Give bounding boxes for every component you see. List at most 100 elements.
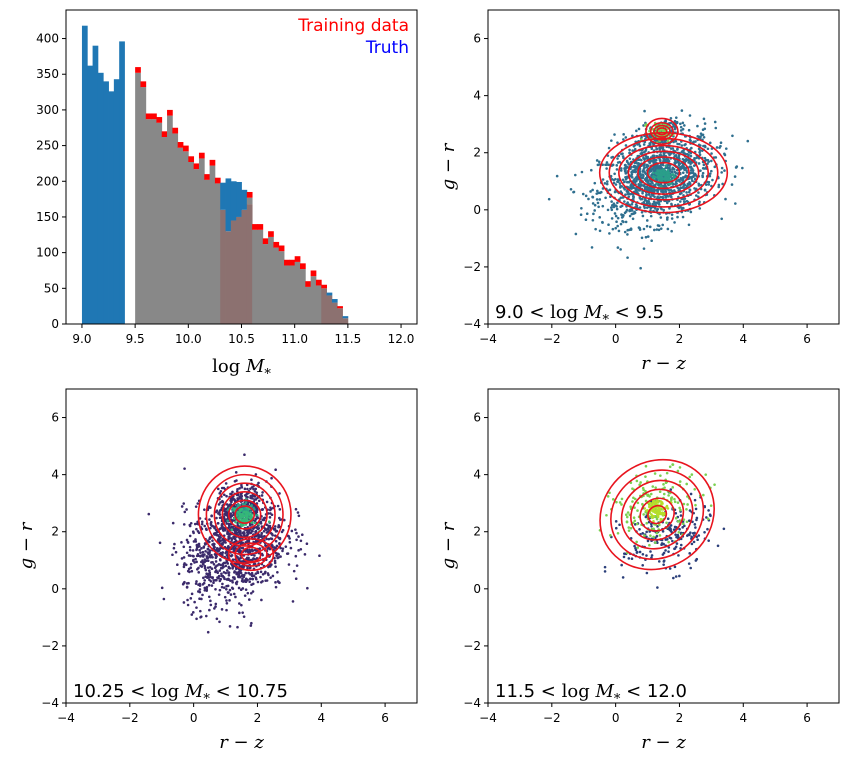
scatter-point-dense bbox=[245, 511, 248, 514]
scatter-point bbox=[706, 517, 710, 521]
scatter-point bbox=[243, 453, 246, 457]
scatter-point bbox=[708, 172, 712, 175]
scatter-point bbox=[674, 154, 677, 158]
bar-training-excess bbox=[273, 241, 280, 248]
bar-training bbox=[305, 286, 312, 324]
scatter-point-dense bbox=[255, 513, 259, 517]
scatter-point bbox=[707, 183, 711, 186]
scatter-point bbox=[147, 512, 151, 516]
scatter-point bbox=[610, 206, 613, 209]
scatter-point bbox=[628, 151, 631, 155]
bar-training bbox=[204, 179, 210, 324]
scatter-point bbox=[697, 202, 701, 206]
scatter-point bbox=[676, 142, 679, 146]
scatter-point bbox=[225, 503, 229, 506]
scatter-point bbox=[694, 503, 697, 507]
scatter-point bbox=[203, 524, 206, 528]
scatter-point bbox=[203, 553, 206, 556]
scatter-point bbox=[248, 577, 252, 581]
bar-training-excess bbox=[321, 284, 327, 289]
scatter-point bbox=[231, 558, 235, 562]
scatter-point-dense bbox=[652, 499, 655, 503]
scatter-point bbox=[694, 507, 698, 511]
scatter-point bbox=[685, 157, 688, 161]
scatter-point bbox=[611, 227, 615, 231]
scatter-point bbox=[647, 193, 651, 196]
scatter-point bbox=[656, 201, 660, 205]
scatter-point bbox=[206, 559, 210, 563]
scatter-point bbox=[238, 611, 241, 615]
scatter-point bbox=[694, 559, 698, 562]
scatter-point-dense bbox=[659, 171, 663, 174]
scatter-point bbox=[621, 155, 625, 158]
scatter-point bbox=[603, 565, 607, 569]
scatter-point bbox=[626, 192, 630, 196]
scatter-point bbox=[683, 200, 687, 203]
scatter-point bbox=[226, 591, 230, 594]
scatter-point bbox=[601, 163, 604, 167]
scatter-point bbox=[200, 560, 203, 564]
density-contour bbox=[227, 499, 262, 530]
scatter-point bbox=[654, 183, 657, 187]
y-tick-label: 150 bbox=[36, 210, 59, 224]
scatter-point bbox=[574, 232, 578, 236]
scatter-point bbox=[209, 523, 213, 527]
scatter-point bbox=[719, 141, 723, 144]
scatter-point bbox=[670, 202, 673, 206]
scatter-point bbox=[710, 169, 713, 173]
scatter-point bbox=[614, 177, 617, 181]
scatter-point bbox=[719, 144, 722, 148]
scatter-point bbox=[208, 566, 212, 569]
scatter-point bbox=[614, 526, 618, 530]
scatter-point bbox=[186, 541, 190, 544]
scatter-point bbox=[649, 208, 652, 212]
scatter-point bbox=[581, 192, 585, 196]
scatter-point-dense bbox=[656, 511, 660, 514]
scatter-point bbox=[689, 154, 693, 158]
scatter-point bbox=[670, 217, 674, 220]
scatter-point bbox=[706, 527, 709, 531]
scatter-point bbox=[209, 575, 212, 579]
plot-area bbox=[147, 453, 321, 634]
scatter-point bbox=[240, 486, 244, 489]
scatter-point bbox=[667, 494, 670, 497]
scatter-point bbox=[687, 190, 691, 194]
scatter-point bbox=[216, 487, 220, 491]
scatter-point bbox=[627, 526, 631, 529]
scatter-point bbox=[709, 504, 713, 507]
scatter-point bbox=[715, 146, 719, 149]
y-axis-label: g − r bbox=[438, 521, 459, 569]
scatter-point bbox=[649, 534, 652, 537]
scatter-point bbox=[702, 136, 706, 139]
scatter-point bbox=[254, 530, 257, 534]
scatter-point bbox=[596, 201, 600, 205]
scatter-point bbox=[255, 491, 259, 494]
scatter-point bbox=[635, 522, 639, 526]
scatter-point-dense bbox=[235, 514, 239, 517]
scatter-point bbox=[673, 565, 677, 569]
scatter-point bbox=[716, 544, 720, 548]
scatter-point bbox=[235, 489, 239, 493]
scatter-point bbox=[608, 232, 611, 235]
scatter-point bbox=[200, 547, 203, 550]
scatter-point bbox=[717, 183, 721, 187]
scatter-point bbox=[650, 554, 654, 557]
scatter-point bbox=[644, 464, 648, 468]
scatter-point bbox=[188, 523, 192, 527]
scatter-point bbox=[205, 585, 209, 589]
scatter-point bbox=[731, 134, 734, 138]
bar-training-excess bbox=[188, 156, 195, 163]
y-tick-label: 0 bbox=[51, 582, 59, 596]
scatter-point bbox=[231, 579, 234, 582]
scatter-point bbox=[291, 600, 295, 603]
scatter-point bbox=[674, 121, 678, 124]
scatter-point bbox=[707, 539, 710, 542]
scatter-point bbox=[185, 585, 189, 589]
scatter-point bbox=[713, 120, 717, 124]
scatter-point bbox=[662, 542, 665, 546]
scatter-point-dense bbox=[652, 171, 655, 175]
scatter-point bbox=[670, 170, 674, 174]
bar-training bbox=[284, 265, 290, 324]
scatter-point bbox=[227, 577, 230, 581]
scatter-point bbox=[720, 166, 724, 170]
